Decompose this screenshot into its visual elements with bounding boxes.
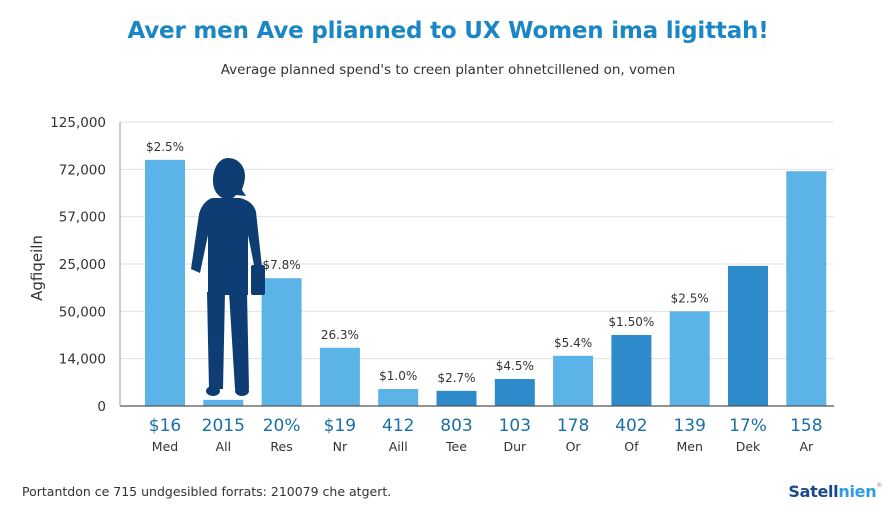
y-tick-label: 125,000 <box>50 115 106 131</box>
x-tick-label: Nr <box>333 439 348 454</box>
data-label: $1.50% <box>609 315 655 329</box>
data-label: $4.5% <box>496 359 534 373</box>
bar <box>378 388 419 406</box>
x-tick-value: 139 <box>673 416 705 436</box>
data-label: $2.7% <box>437 371 475 385</box>
x-tick-label: Tee <box>445 439 467 454</box>
bar <box>669 311 710 406</box>
y-tick-label: 25,000 <box>59 257 106 273</box>
bar <box>786 171 827 406</box>
data-label: $5.4% <box>554 336 592 350</box>
woman-silhouette-icon <box>191 158 265 396</box>
bar <box>436 390 477 406</box>
bar <box>319 347 360 406</box>
footer-note: Portantdon ce 715 undgesibled forrats: 2… <box>22 484 392 499</box>
y-tick-label: 72,000 <box>59 162 106 178</box>
x-tick-value: 103 <box>499 416 531 436</box>
x-tick-label: Ar <box>799 439 814 454</box>
chart-title: Aver men Ave plianned to UX Women ima li… <box>127 18 769 44</box>
bar <box>203 399 244 406</box>
y-tick-label: 57,000 <box>59 210 106 226</box>
data-label: $2.5% <box>146 140 184 154</box>
y-tick-label: 50,000 <box>59 304 106 320</box>
x-tick-label: Aill <box>389 439 408 454</box>
brand-dark: Satell <box>788 482 839 501</box>
x-tick-value: $16 <box>149 416 181 436</box>
y-axis-label: Agfiqeiln <box>28 235 46 301</box>
bar <box>611 335 652 406</box>
data-label: 26.3% <box>321 328 359 342</box>
y-tick-label: 0 <box>97 399 106 415</box>
y-tick-label: 14,000 <box>59 352 106 368</box>
bar-chart: 0 14,000 50,000 25,000 57,000 72,000 125,000 A… <box>28 115 834 454</box>
x-tick-label: Res <box>270 439 292 454</box>
brand-light: nien <box>838 482 877 501</box>
x-tick-value: 20% <box>263 416 301 436</box>
bars: $2.5% $7.8% 26.3% $1.0% $2.7% $4.5% $5.4% $1.50… <box>145 140 827 406</box>
brand-logo: Satellnien® <box>788 482 882 501</box>
x-tick-label: All <box>216 439 232 454</box>
x-tick-value: 158 <box>790 416 822 436</box>
x-tick-label: Med <box>152 439 178 454</box>
y-tick-labels: 0 14,000 50,000 25,000 57,000 72,000 125,000 <box>50 115 106 415</box>
data-label: $7.8% <box>263 258 301 272</box>
x-tick-label: Of <box>624 439 639 454</box>
bar <box>145 159 185 406</box>
chart-subtitle: Average planned spend's to creen planter… <box>220 62 676 78</box>
x-tick-label: Men <box>676 439 702 454</box>
x-tick-value: 17% <box>729 416 767 436</box>
data-label: $2.5% <box>671 291 709 305</box>
x-tick-value: 402 <box>615 416 647 436</box>
x-tick-value: 2015 <box>202 416 245 436</box>
x-tick-labels: $16 Med 2015 All 20% Res $19 Nr 412 Aill 803 Tee 103… <box>149 416 823 454</box>
x-tick-label: Dur <box>503 439 527 454</box>
bar <box>261 278 302 406</box>
x-tick-value: 412 <box>382 416 414 436</box>
x-tick-value: 178 <box>557 416 589 436</box>
x-tick-label: Dek <box>736 439 761 454</box>
x-tick-value: 803 <box>440 416 472 436</box>
bar <box>553 355 594 406</box>
bar <box>728 265 768 406</box>
x-tick-value: $19 <box>324 416 356 436</box>
x-tick-label: Or <box>566 439 582 454</box>
data-label: $1.0% <box>379 369 417 383</box>
bar <box>494 379 535 406</box>
brand-mark: ® <box>876 482 882 489</box>
